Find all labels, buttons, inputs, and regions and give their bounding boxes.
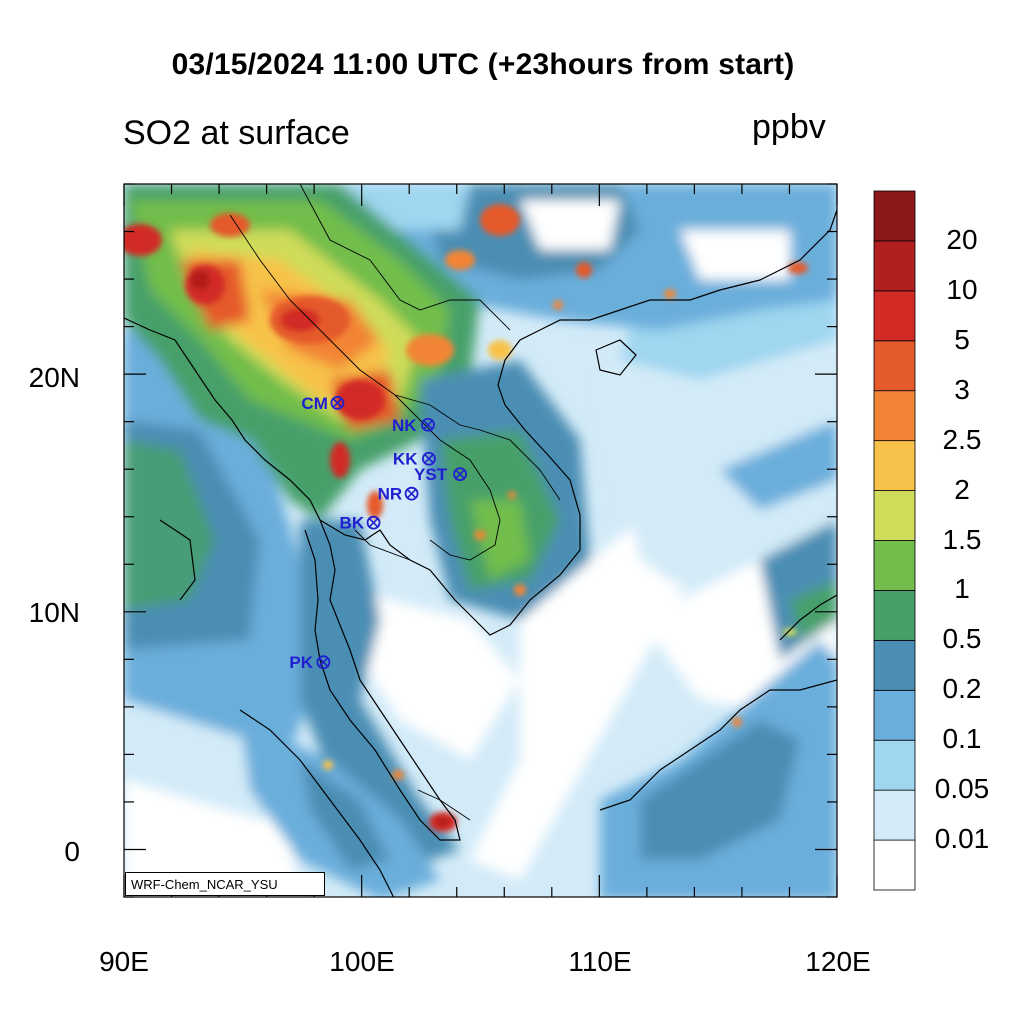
colorbar-swatch bbox=[873, 290, 916, 342]
station-marker-icon bbox=[366, 515, 381, 530]
station-label-bk: BK bbox=[340, 514, 365, 533]
station-cross bbox=[318, 657, 328, 667]
colorbar-label: 1 bbox=[954, 573, 970, 605]
variable-label: SO2 at surface bbox=[123, 114, 350, 152]
station-cross bbox=[423, 420, 433, 430]
colorbar-swatch bbox=[873, 490, 916, 541]
lat-label-0: 0 bbox=[64, 836, 80, 867]
lon-label-110e: 110E bbox=[568, 946, 632, 977]
units-label: ppbv bbox=[752, 108, 826, 146]
lon-label-90e: 90E bbox=[99, 946, 149, 977]
colorbar-swatch bbox=[873, 689, 916, 741]
station-label-nr: NR bbox=[378, 485, 403, 504]
colorbar-swatch bbox=[873, 639, 916, 691]
station-cross bbox=[407, 489, 417, 499]
model-credit: WRF-Chem_NCAR_YSU bbox=[125, 872, 325, 896]
station-marker-icon bbox=[421, 417, 435, 432]
colorbar-label: 0.01 bbox=[934, 823, 990, 855]
station-label-cm: CM bbox=[301, 394, 327, 413]
station-label-nk: NK bbox=[392, 416, 417, 435]
coastlines bbox=[124, 209, 837, 897]
station-marker-icon bbox=[316, 655, 331, 670]
colorbar-label: 0.05 bbox=[934, 773, 990, 805]
colorbar-label: 3 bbox=[954, 373, 970, 405]
colorbar-label: 20 bbox=[946, 223, 978, 255]
colorbar bbox=[873, 190, 916, 891]
colorbar-swatch bbox=[873, 590, 916, 641]
lon-label-120e: 120E bbox=[805, 946, 871, 977]
colorbar-label: 10 bbox=[946, 273, 978, 305]
colorbar-swatch bbox=[873, 190, 916, 242]
colorbar-label: 1.5 bbox=[942, 523, 982, 555]
lat-label-20n: 20N bbox=[28, 362, 80, 393]
station-cross bbox=[332, 398, 342, 408]
colorbar-swatch bbox=[873, 540, 916, 591]
colorbar-swatch bbox=[873, 440, 916, 491]
concentration-field bbox=[124, 184, 837, 897]
colorbar-swatch bbox=[873, 240, 916, 292]
station-marker-icon bbox=[330, 395, 345, 410]
colorbar-label: 2.5 bbox=[942, 423, 982, 455]
borders bbox=[229, 184, 561, 821]
colorbar-swatch bbox=[873, 340, 916, 392]
colorbar-label: 5 bbox=[954, 323, 970, 355]
station-cross bbox=[455, 469, 465, 479]
lat-label-10n: 10N bbox=[28, 597, 80, 628]
colorbar-swatch bbox=[873, 390, 916, 442]
colorbar-swatch bbox=[873, 839, 916, 891]
station-marker-icon bbox=[422, 451, 436, 466]
station-marker-icon bbox=[453, 467, 467, 482]
colorbar-swatch bbox=[873, 739, 916, 791]
station-cross bbox=[368, 518, 379, 528]
station-cross bbox=[424, 454, 434, 464]
colorbar-label: 0.5 bbox=[942, 623, 982, 655]
map-title: 03/15/2024 11:00 UTC (+23hours from star… bbox=[171, 48, 795, 81]
colorbar-swatch bbox=[873, 789, 916, 841]
plot-frame bbox=[123, 183, 838, 898]
station-label-kk: KK bbox=[393, 450, 418, 469]
colorbar-label: 0.1 bbox=[942, 723, 982, 755]
station-marker-icon bbox=[404, 486, 419, 501]
lon-label-100e: 100E bbox=[329, 946, 395, 977]
colorbar-label: 2 bbox=[954, 473, 970, 505]
colorbar-label: 0.2 bbox=[942, 673, 982, 705]
station-label-yst: YST bbox=[414, 465, 448, 484]
station-label-pk: PK bbox=[289, 653, 313, 672]
